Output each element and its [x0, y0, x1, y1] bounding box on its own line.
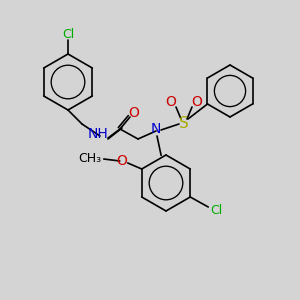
Text: O: O: [116, 154, 127, 168]
Text: O: O: [129, 106, 140, 120]
Text: N: N: [151, 122, 161, 136]
Text: Cl: Cl: [210, 205, 222, 218]
Text: NH: NH: [88, 127, 108, 141]
Text: S: S: [179, 116, 189, 130]
Text: Cl: Cl: [62, 28, 74, 40]
Text: CH₃: CH₃: [79, 152, 102, 166]
Text: O: O: [166, 95, 176, 109]
Text: O: O: [192, 95, 203, 109]
